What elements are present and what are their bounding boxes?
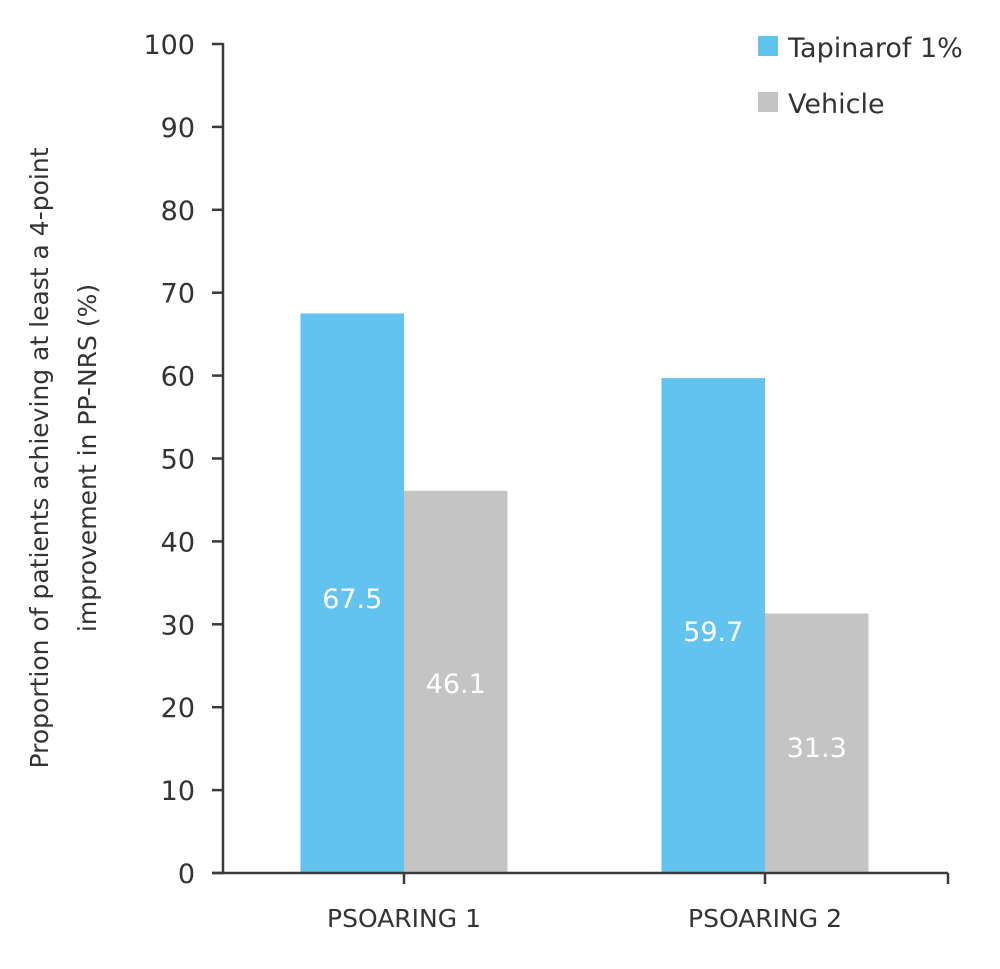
y-tick-label: 70	[161, 279, 195, 310]
y-tick-label: 40	[161, 527, 195, 558]
bar	[661, 378, 765, 873]
data-label: 67.5	[322, 584, 382, 615]
y-tick-label: 30	[161, 610, 195, 641]
x-category-label: PSOARING 2	[688, 904, 842, 933]
axes	[212, 43, 948, 875]
bar	[300, 313, 404, 873]
y-axis-title-line-1: Proportion of patients achieving at leas…	[25, 147, 54, 768]
legend: Tapinarof 1% Vehicle	[758, 33, 963, 120]
x-axis-ticks: PSOARING 1 PSOARING 2	[327, 873, 950, 933]
legend-label: Tapinarof 1%	[787, 33, 963, 64]
y-axis-ticks: 0 10 20 30 40 50 60 70 80 90 100	[143, 30, 223, 890]
bar	[765, 613, 869, 873]
y-tick-label: 50	[161, 445, 195, 476]
bar	[404, 490, 508, 873]
data-label: 31.3	[787, 733, 847, 764]
data-label: 46.1	[426, 669, 486, 700]
y-tick-label: 80	[161, 196, 195, 227]
legend-swatch	[758, 92, 778, 112]
y-axis-title: Proportion of patients achieving at leas…	[25, 147, 102, 768]
y-axis-title-line-2: improvement in PP-NRS (%)	[73, 284, 102, 632]
bars: 67.5 46.1 59.7 31.3	[300, 313, 869, 873]
y-tick-label: 100	[143, 30, 195, 61]
y-tick-label: 0	[178, 859, 195, 890]
data-label: 59.7	[683, 617, 743, 648]
legend-swatch	[758, 36, 778, 56]
y-tick-label: 20	[161, 693, 195, 724]
x-category-label: PSOARING 1	[327, 904, 481, 933]
y-tick-label: 10	[161, 776, 195, 807]
y-tick-label: 90	[161, 113, 195, 144]
y-tick-label: 60	[161, 362, 195, 393]
legend-label: Vehicle	[788, 89, 885, 120]
